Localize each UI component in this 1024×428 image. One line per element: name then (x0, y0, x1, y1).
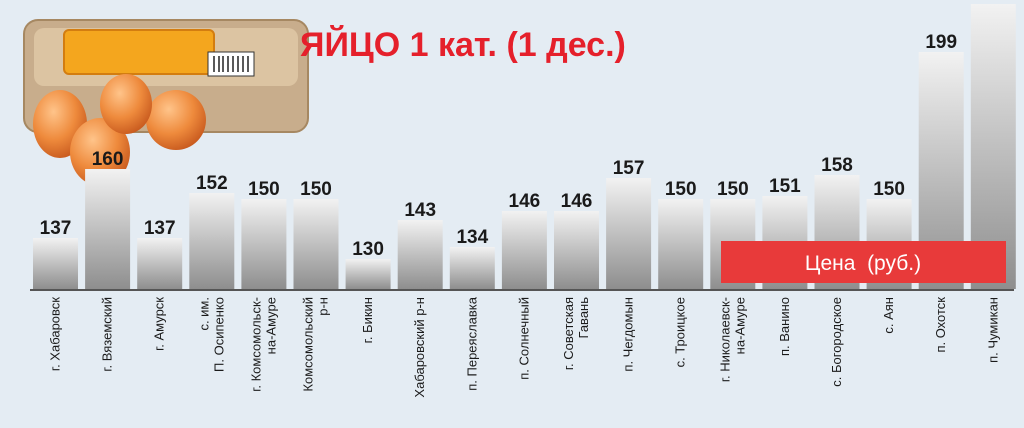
bar (137, 238, 183, 289)
category-label: П. Осипенко (211, 297, 226, 372)
category-label: на-Амуре (732, 297, 747, 354)
category-label: г. Амурск (152, 297, 167, 351)
bar-value-label: 152 (196, 173, 228, 194)
bar-value-label: 160 (92, 149, 124, 170)
category-label: п. Солнечный (516, 297, 531, 380)
legend-swatch (721, 241, 1006, 283)
bar (658, 199, 704, 289)
bar (85, 169, 131, 289)
chart-title: ЯЙЦО 1 кат. (1 дес.) (300, 25, 626, 64)
category-label: Хабаровский р-н (412, 297, 427, 398)
category-label: г. Советская (561, 297, 576, 370)
bar (293, 199, 339, 289)
category-label: г. Бикин (360, 297, 375, 343)
bar-value-label: 157 (613, 158, 645, 179)
category-label: на-Амуре (263, 297, 278, 354)
bar-value-label: 199 (925, 32, 957, 53)
bar-value-label: 146 (509, 191, 541, 212)
bar (554, 211, 599, 289)
bar-value-label: 150 (300, 179, 332, 200)
bar (345, 259, 391, 289)
category-label: с. им. (196, 297, 211, 331)
category-label: п. Переяславка (464, 296, 479, 391)
bar-value-label: 143 (404, 200, 436, 221)
bar (241, 199, 287, 289)
category-label: г. Николаевск- (717, 297, 732, 382)
category-label: р-н (316, 297, 331, 316)
category-label: г. Комсомольск- (248, 297, 263, 392)
category-label: п. Чумикан (985, 297, 1000, 363)
category-label: п. Охотск (933, 297, 948, 353)
category-label: с. Аян (881, 297, 896, 334)
bar-value-label: 134 (456, 227, 488, 248)
bar (397, 220, 443, 289)
bar-value-label: 137 (144, 218, 176, 239)
bar-value-label: 150 (717, 179, 749, 200)
bar-value-label: 151 (769, 176, 801, 197)
bar-value-label: 146 (561, 191, 593, 212)
bar-value-label: 130 (352, 239, 384, 260)
bar (606, 178, 652, 289)
bar (501, 211, 547, 289)
bar-value-label: 215 (977, 0, 1009, 5)
category-label: г. Вяземский (100, 297, 115, 372)
category-label: с. Троицкое (673, 297, 688, 367)
legend-label: Цена (руб.) (805, 252, 921, 275)
category-label: п. Чегдомын (621, 297, 636, 372)
bar-value-label: 150 (873, 179, 905, 200)
bar-value-label: 137 (40, 218, 72, 239)
bar (449, 247, 495, 289)
legend: Цена (руб.) (721, 241, 1006, 283)
bar-value-label: 158 (821, 155, 853, 176)
bar (33, 238, 78, 289)
baseline (30, 289, 1014, 291)
category-label: г. Хабаровск (48, 297, 63, 371)
category-label: Комсомольский (301, 297, 316, 392)
bar-value-label: 150 (665, 179, 697, 200)
category-label: с. Богородское (829, 297, 844, 387)
bar (189, 193, 235, 289)
bar-value-label: 150 (248, 179, 280, 200)
category-label: Гавань (576, 297, 591, 339)
egg-carton-illustration (23, 19, 309, 186)
category-label: п. Ванино (777, 297, 792, 356)
